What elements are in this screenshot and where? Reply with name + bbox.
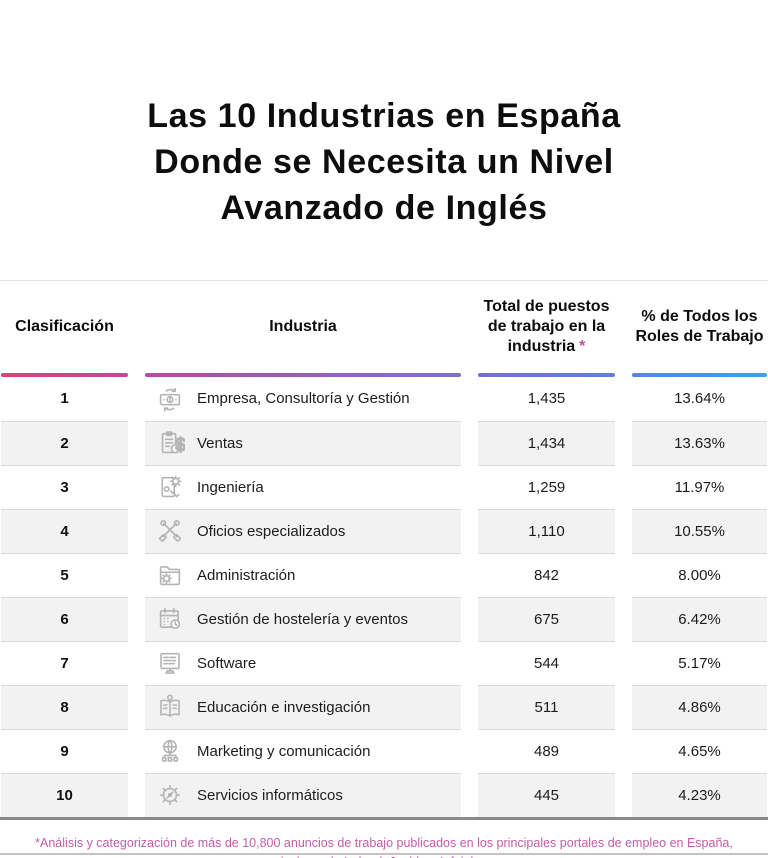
total-cell: 445 <box>478 772 615 817</box>
industry-cell: Administración <box>145 552 461 597</box>
money-exchange-icon <box>155 384 185 414</box>
rank-cell: 8 <box>1 684 128 729</box>
header-underline <box>0 372 768 377</box>
industry-cell: Ventas <box>145 420 461 465</box>
industry-cell: Software <box>145 640 461 685</box>
total-cell: 544 <box>478 640 615 685</box>
industry-cell: Empresa, Consultoría y Gestión <box>145 376 461 421</box>
rank-cell: 2 <box>1 420 128 465</box>
page-bottom-rule <box>0 853 768 855</box>
underline-rank <box>1 372 128 377</box>
header-percent: % de Todos los Roles de Trabajo <box>635 307 764 345</box>
industry-cell: Educación e investigación <box>145 684 461 729</box>
percent-cell: 8.00% <box>632 552 767 597</box>
percent-cell: 4.65% <box>632 728 767 773</box>
tools-icon <box>155 516 185 546</box>
percent-cell: 11.97% <box>632 464 767 509</box>
header-industry: Industria <box>269 317 337 335</box>
industry-label: Servicios informáticos <box>197 786 343 804</box>
industry-label: Ventas <box>197 434 243 452</box>
total-cell: 675 <box>478 596 615 641</box>
underline-total <box>478 372 615 377</box>
rank-cell: 10 <box>1 772 128 817</box>
total-cell: 842 <box>478 552 615 597</box>
education-book-icon <box>155 692 185 722</box>
industry-cell: Gestión de hostelería y eventos <box>145 596 461 641</box>
folder-gear-icon <box>155 560 185 590</box>
header-asterisk: * <box>579 337 586 355</box>
percent-cell: 4.23% <box>632 772 767 817</box>
total-cell: 511 <box>478 684 615 729</box>
rank-cell: 9 <box>1 728 128 773</box>
rank-cell: 1 <box>1 376 128 421</box>
table-row: 1 Empresa, Consultoría y Gestión 1,435 1… <box>0 376 768 421</box>
percent-cell: 5.17% <box>632 640 767 685</box>
industry-cell: Oficios especializados <box>145 508 461 553</box>
rank-cell: 4 <box>1 508 128 553</box>
industry-label: Oficios especializados <box>197 522 346 540</box>
table-bottom-rule <box>0 816 768 820</box>
monitor-icon <box>155 648 185 678</box>
header-rank: Clasificación <box>15 317 114 335</box>
table-body: 1 Empresa, Consultoría y Gestión 1,435 1… <box>0 376 768 817</box>
rank-cell: 7 <box>1 640 128 685</box>
table-row: 8 Educación e investigación 511 4.86% <box>0 684 768 729</box>
industry-cell: Ingeniería <box>145 464 461 509</box>
title-line-3: Avanzado de Inglés <box>220 188 548 227</box>
percent-cell: 13.64% <box>632 376 767 421</box>
underline-industry <box>145 372 461 377</box>
underline-percent <box>632 372 767 377</box>
it-gear-icon <box>155 780 185 810</box>
calendar-clock-icon <box>155 604 185 634</box>
table-row: 10 Servicios informáticos 445 4.23% <box>0 772 768 817</box>
total-cell: 1,435 <box>478 376 615 421</box>
industries-table: Clasificación Industria Total de puestos… <box>0 279 768 820</box>
title-line-1: Las 10 Industrias en España <box>147 96 621 135</box>
industry-cell: Servicios informáticos <box>145 772 461 817</box>
percent-cell: 6.42% <box>632 596 767 641</box>
header-total: Total de puestos de trabajo en la indust… <box>478 281 615 373</box>
industry-label: Marketing y comunicación <box>197 742 371 760</box>
rank-cell: 5 <box>1 552 128 597</box>
industry-label: Ingeniería <box>197 478 264 496</box>
globe-network-icon <box>155 736 185 766</box>
industry-label: Educación e investigación <box>197 698 371 716</box>
table-row: 6 Gestión de hostelería y eventos 675 6.… <box>0 596 768 641</box>
page-title: Las 10 Industrias en España Donde se Nec… <box>0 23 768 231</box>
table-row: 3 Ingeniería 1,259 11.97% <box>0 464 768 509</box>
table-row: 9 Marketing y comunicación 489 4.65% <box>0 728 768 773</box>
percent-cell: 4.86% <box>632 684 767 729</box>
industry-label: Software <box>197 654 257 672</box>
table-row: 5 Administración 842 8.00% <box>0 552 768 597</box>
table-row: 7 Software 544 5.17% <box>0 640 768 685</box>
header-total-text: Total de puestos de trabajo en la indust… <box>483 297 610 355</box>
table-header: Clasificación Industria Total de puestos… <box>0 281 768 373</box>
title-line-2: Donde se Necesita un Nivel <box>154 142 614 181</box>
total-cell: 1,434 <box>478 420 615 465</box>
total-cell: 1,259 <box>478 464 615 509</box>
rank-cell: 3 <box>1 464 128 509</box>
table-row: 4 Oficios especializados 1,110 10.55% <box>0 508 768 553</box>
total-cell: 1,110 <box>478 508 615 553</box>
industry-label: Empresa, Consultoría y Gestión <box>197 390 410 408</box>
footnote: *Análisis y categorización de más de 10,… <box>35 835 733 858</box>
engineering-icon <box>155 472 185 502</box>
percent-cell: 10.55% <box>632 508 767 553</box>
industry-label: Administración <box>197 566 296 584</box>
rank-cell: 6 <box>1 596 128 641</box>
table-row: 2 Ventas 1,434 13.63% <box>0 420 768 465</box>
sales-clipboard-icon <box>155 428 185 458</box>
industry-label: Gestión de hostelería y eventos <box>197 610 408 628</box>
percent-cell: 13.63% <box>632 420 767 465</box>
industry-cell: Marketing y comunicación <box>145 728 461 773</box>
total-cell: 489 <box>478 728 615 773</box>
